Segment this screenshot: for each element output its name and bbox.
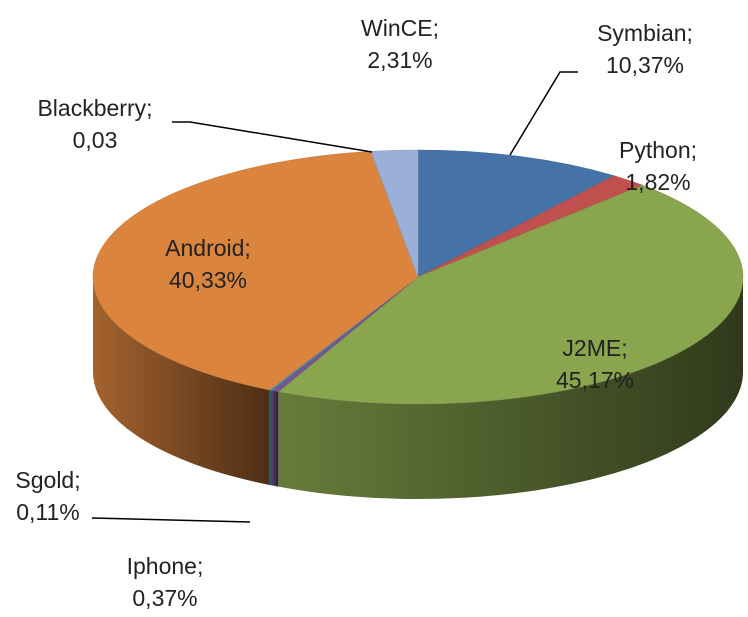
pie-side: [269, 389, 272, 486]
value-label: 0,03: [73, 127, 118, 153]
category-label: Sgold;: [15, 467, 80, 493]
pie-slice: [277, 184, 744, 405]
category-label: Blackberry;: [37, 95, 152, 121]
value-label: 0,11%: [16, 499, 80, 525]
leader-line: [509, 71, 578, 156]
category-label: Python;: [619, 137, 697, 163]
value-label: 2,31%: [367, 47, 432, 73]
value-label: 1,82%: [625, 169, 690, 195]
pie-side: [278, 277, 743, 499]
leader-line: [91, 517, 251, 523]
leader-line: [172, 121, 373, 153]
pie-slice: [417, 149, 615, 278]
value-label: 10,37%: [606, 52, 684, 78]
value-label: 40,33%: [169, 267, 247, 293]
pie-slice: [92, 151, 419, 391]
category-label: Symbian;: [597, 20, 693, 46]
pie-sides: [92, 277, 743, 499]
pie-side: [271, 390, 279, 487]
category-label: WinCE;: [361, 15, 439, 41]
pie-side: [92, 277, 270, 485]
value-label: 0,37%: [132, 585, 197, 611]
pie-tops: [92, 149, 744, 405]
category-label: J2ME;: [562, 335, 627, 361]
category-label: Android;: [165, 235, 251, 261]
value-label: 45,17%: [556, 367, 634, 393]
category-label: Iphone;: [127, 553, 204, 579]
labels: Symbian; 10,37% Python; 1,82% J2ME; 45,17% Iph…: [15, 15, 697, 611]
